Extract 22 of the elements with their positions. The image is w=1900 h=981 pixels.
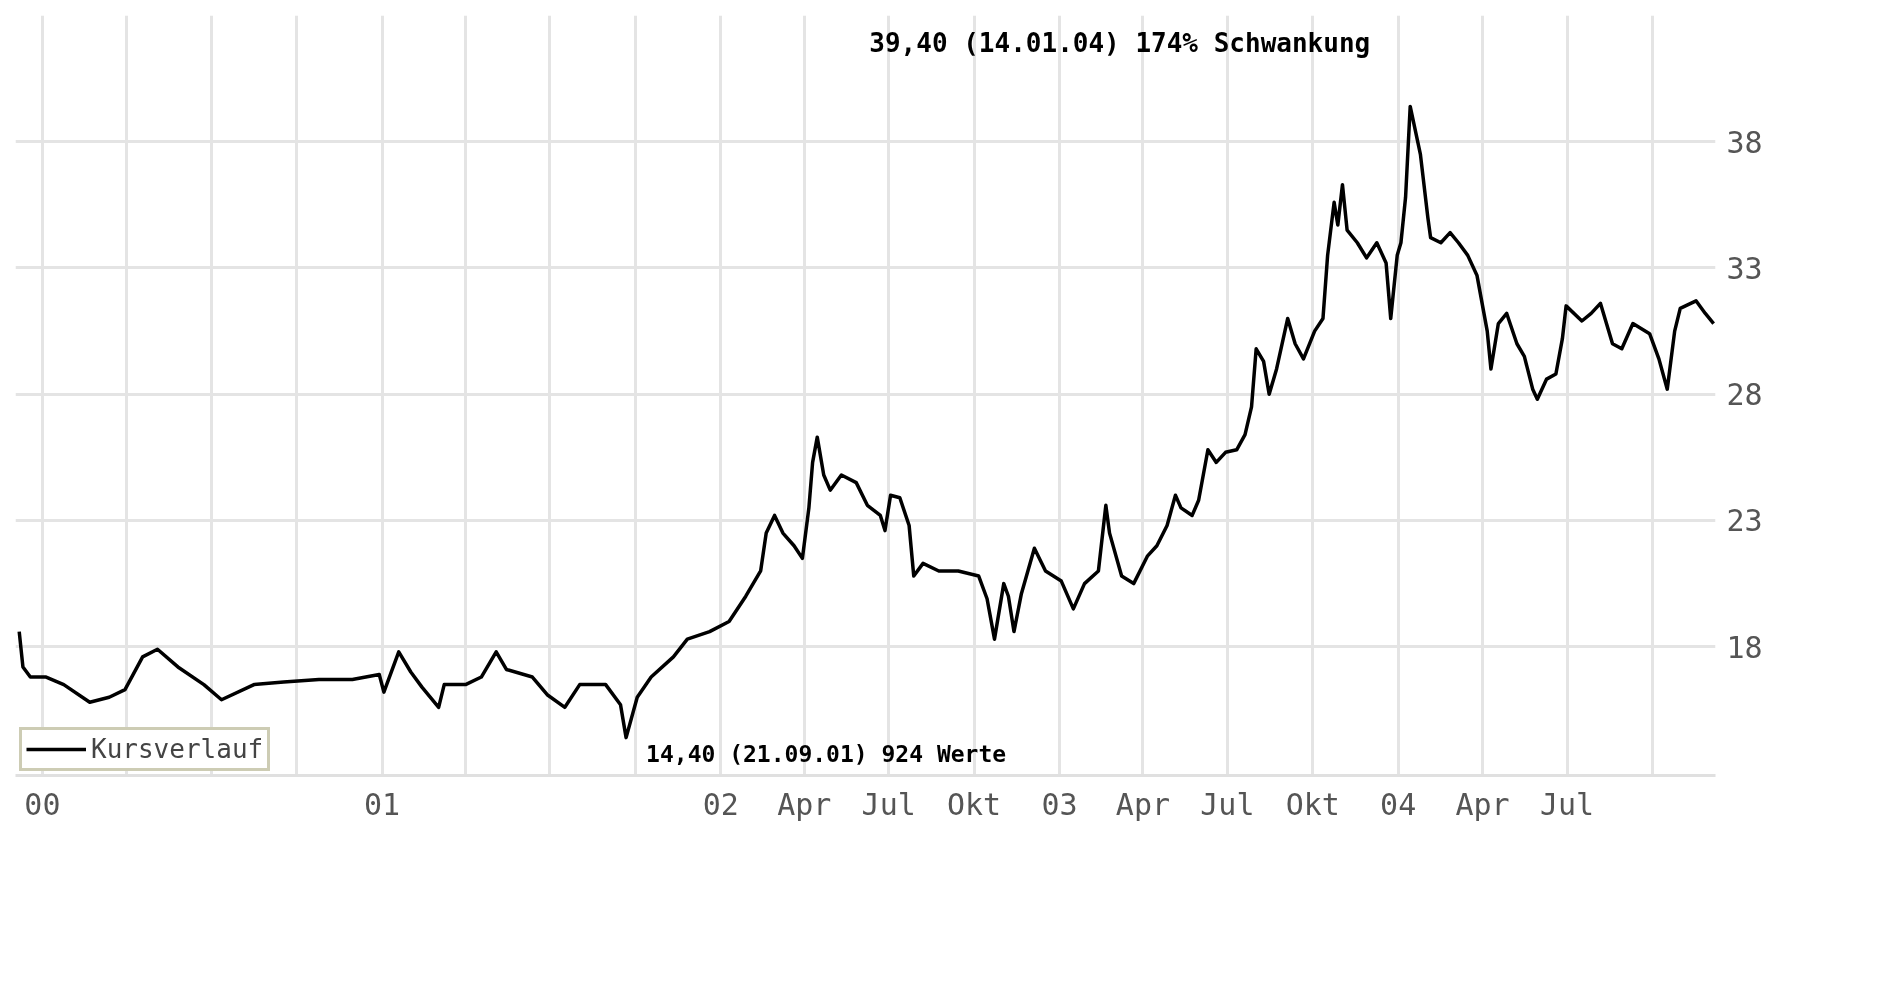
x-tick-label: Jul xyxy=(1200,786,1255,822)
x-tick-label: Okt xyxy=(946,786,1002,822)
y-tick-label: 23 xyxy=(1726,503,1763,539)
x-tick-label: Jul xyxy=(861,786,916,822)
y-tick-label: 18 xyxy=(1726,629,1763,665)
x-tick-label: Okt xyxy=(1285,786,1340,822)
x-tick-label: Jul xyxy=(1539,786,1595,822)
y-tick-label: 33 xyxy=(1726,250,1763,286)
y-tick-label: 28 xyxy=(1726,377,1763,413)
x-tick-label: 01 xyxy=(363,786,401,822)
x-tick-label: 00 xyxy=(24,786,61,822)
annotation: 39,40 (14.01.04) 174% Schwankung xyxy=(869,28,1371,59)
x-tick-label: 03 xyxy=(1041,786,1078,822)
x-tick-label: Apr xyxy=(777,786,832,822)
x-tick-label: Apr xyxy=(1455,786,1510,822)
annotation: 14,40 (21.09.01) 924 Werte xyxy=(646,740,1007,767)
x-tick-label: 02 xyxy=(702,786,739,822)
legend-label: Kursverlauf xyxy=(91,734,264,764)
x-tick-label: 04 xyxy=(1380,786,1417,822)
x-tick-label: Apr xyxy=(1115,786,1171,822)
y-tick-label: 38 xyxy=(1726,124,1763,160)
line-series xyxy=(17,104,1716,740)
